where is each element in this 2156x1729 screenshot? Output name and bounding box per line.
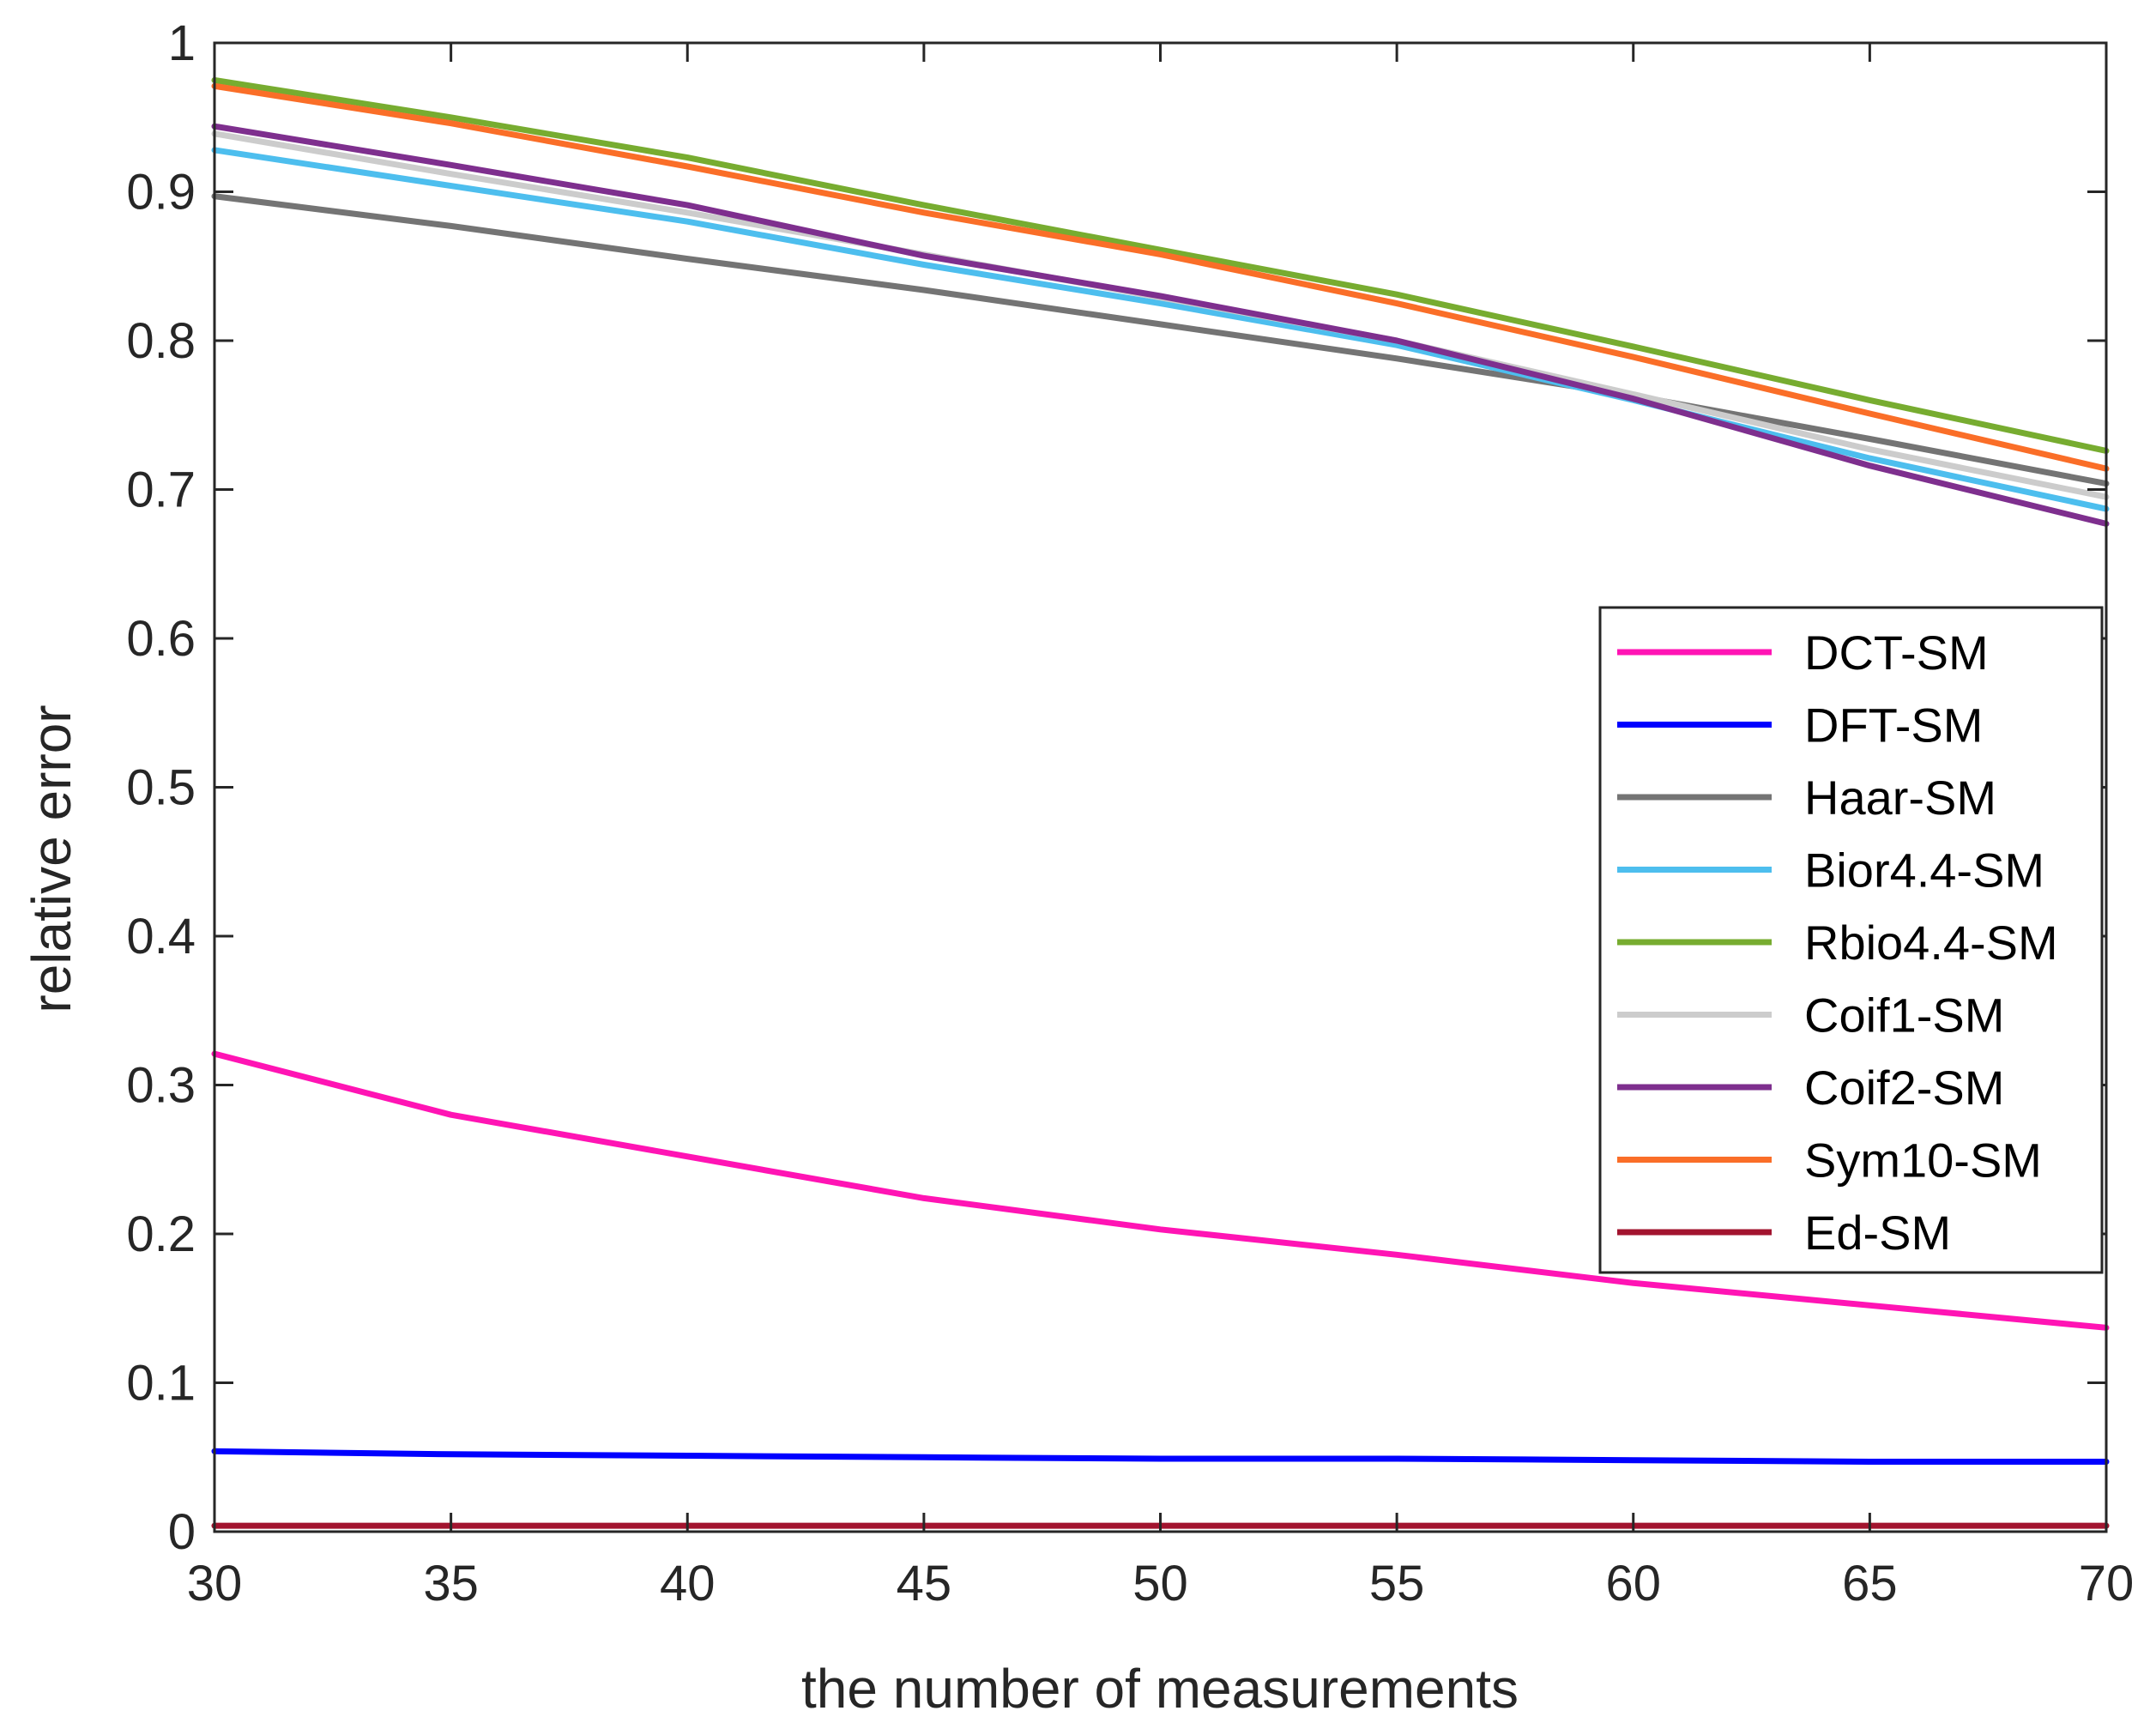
series-line-coif2-sm xyxy=(211,123,2110,527)
series-line-haar-sm xyxy=(211,193,2110,487)
series-layer xyxy=(211,76,2110,1529)
legend-label: Coif1-SM xyxy=(1804,988,2004,1043)
legend-label: Sym10-SM xyxy=(1804,1134,2042,1188)
legend: DCT-SM DFT-SM Haar-SM Bior4.4-SM Rbio4.4-SM C… xyxy=(1598,606,2104,1274)
x-tick-label: 50 xyxy=(1132,1556,1188,1611)
x-tick-label: 60 xyxy=(1605,1556,1661,1611)
legend-label: Haar-SM xyxy=(1804,771,1996,825)
x-tick-label: 65 xyxy=(1842,1556,1898,1611)
legend-label: Bior4.4-SM xyxy=(1804,843,2044,898)
y-tick-label: 0.3 xyxy=(126,1058,196,1114)
x-tick-label: 70 xyxy=(2079,1556,2135,1611)
legend-label: Coif2-SM xyxy=(1804,1061,2004,1115)
y-tick-label: 0.6 xyxy=(126,611,196,667)
y-tick-label: 0.2 xyxy=(126,1206,196,1262)
series-line-sym10-sm xyxy=(211,82,2110,472)
x-tick-label: 35 xyxy=(423,1556,479,1611)
x-tick-label: 45 xyxy=(897,1556,952,1611)
y-axis-title: relative error xyxy=(21,704,82,1013)
y-tick-label: 0.5 xyxy=(126,760,196,816)
x-tick-label: 30 xyxy=(187,1556,243,1611)
y-tick-label: 0.1 xyxy=(126,1356,196,1412)
y-tick-label: 0 xyxy=(168,1504,196,1560)
axes-layer: 30 35 40 45 50 55 60 65 70 0 0.1 0.2 0.3 0.4 0.5 0.6 0.7… xyxy=(126,15,2134,1611)
y-tick-label: 0.8 xyxy=(126,313,196,369)
x-tick-label: 55 xyxy=(1369,1556,1425,1611)
y-tick-label: 0.9 xyxy=(126,165,196,221)
legend-label: Ed-SM xyxy=(1804,1206,1951,1260)
series-line-dft-sm xyxy=(211,1448,2110,1465)
legend-label: DFT-SM xyxy=(1804,698,1983,753)
y-tick-label: 1 xyxy=(168,15,196,71)
y-tick-label: 0.4 xyxy=(126,909,196,964)
series-line-dct-sm xyxy=(211,1050,2110,1331)
x-axis-title: the number of measurements xyxy=(801,1658,1519,1720)
legend-label: Rbio4.4-SM xyxy=(1804,916,2058,970)
y-tick-label: 0.7 xyxy=(126,462,196,518)
series-line-bior4-4-sm xyxy=(211,147,2110,512)
x-tick-label: 40 xyxy=(660,1556,716,1611)
series-line-rbio4-4-sm xyxy=(211,76,2110,454)
legend-label: DCT-SM xyxy=(1804,626,1989,680)
